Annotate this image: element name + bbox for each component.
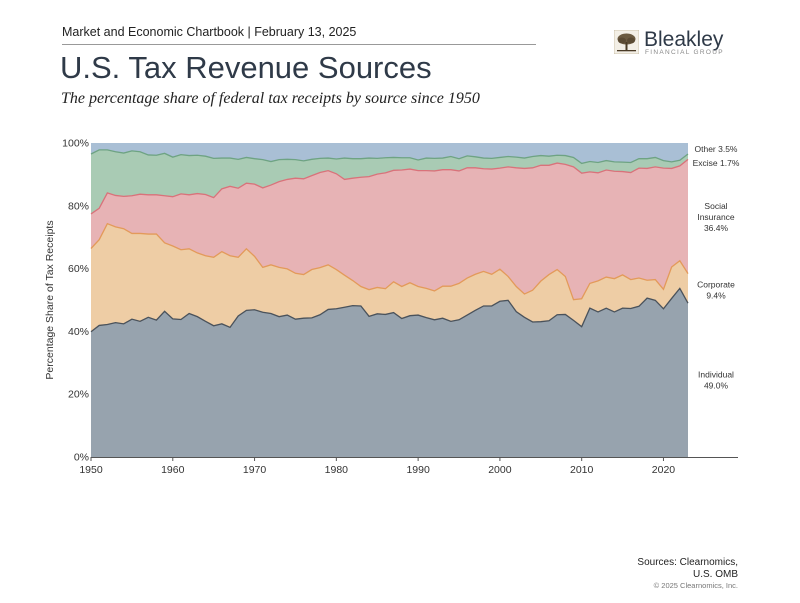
tree-icon bbox=[614, 30, 639, 54]
chartbook-header: Market and Economic Chartbook | February… bbox=[62, 25, 357, 39]
y-tick-label: 0% bbox=[74, 452, 89, 464]
series-label-individual: Individual 49.0% bbox=[698, 370, 734, 391]
y-axis-label: Percentage Share of Tax Receipts bbox=[44, 220, 56, 379]
y-tick-label: 60% bbox=[68, 263, 89, 275]
series-labels: Individual 49.0% Corporate 9.4% Social Insura… bbox=[693, 144, 740, 391]
series-label-excise: Excise 1.7% bbox=[693, 158, 740, 168]
y-tick-label: 20% bbox=[68, 389, 89, 401]
company-logo: Bleakley FINANCIAL GROUP bbox=[614, 28, 744, 58]
series-label-corporate: Corporate 9.4% bbox=[697, 280, 735, 301]
x-tick-label: 1990 bbox=[406, 464, 430, 476]
area-social-insurance bbox=[91, 159, 688, 300]
line-individual bbox=[90, 287, 689, 333]
x-tick-label: 2010 bbox=[570, 464, 594, 476]
page-title: U.S. Tax Revenue Sources bbox=[60, 50, 432, 85]
line-excise bbox=[90, 149, 689, 165]
y-tick-label: 80% bbox=[68, 200, 89, 212]
chart-axes: 1950 1960 1970 1980 1990 2000 2010 2020 0% 20% 40%… bbox=[62, 138, 738, 476]
line-corporate bbox=[90, 222, 689, 301]
sources-line-1: Sources: Clearnomics, bbox=[637, 557, 738, 568]
area-excise bbox=[91, 149, 688, 214]
sources-line-2: U.S. OMB bbox=[692, 569, 738, 580]
stacked-areas bbox=[90, 143, 689, 457]
page-subtitle: The percentage share of federal tax rece… bbox=[61, 90, 480, 107]
logo-tagline: FINANCIAL GROUP bbox=[645, 49, 724, 56]
x-tick-label: 1960 bbox=[161, 464, 185, 476]
area-individual bbox=[91, 288, 688, 457]
x-tick-label: 2020 bbox=[652, 464, 676, 476]
area-corporate bbox=[91, 223, 688, 332]
y-tick-label: 40% bbox=[68, 326, 89, 338]
logo-name: Bleakley bbox=[644, 28, 724, 51]
sources-note: Sources: Clearnomics, U.S. OMB bbox=[637, 557, 738, 581]
series-label-social-insurance: Social Insurance 36.4% bbox=[697, 201, 735, 233]
x-tick-label: 1970 bbox=[243, 464, 267, 476]
line-social-insurance bbox=[90, 158, 689, 215]
x-tick-label: 1950 bbox=[79, 464, 103, 476]
header-rule bbox=[62, 44, 536, 45]
y-tick-label: 100% bbox=[62, 138, 89, 150]
series-label-other: Other 3.5% bbox=[695, 144, 738, 154]
x-tick-label: 2000 bbox=[488, 464, 512, 476]
x-tick-label: 1980 bbox=[325, 464, 349, 476]
copyright-note: © 2025 Clearnomics, Inc. bbox=[653, 581, 738, 590]
